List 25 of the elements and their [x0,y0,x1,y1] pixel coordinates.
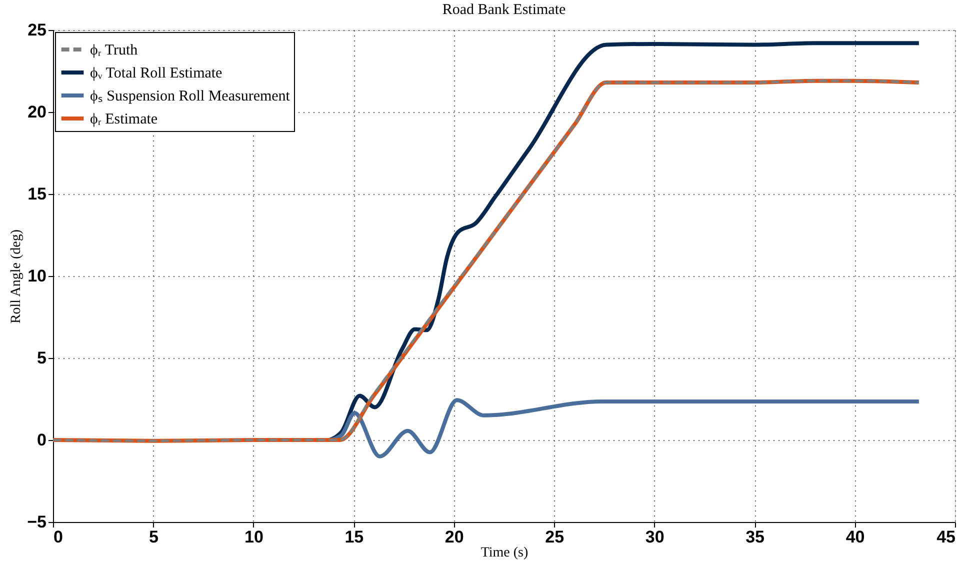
x-tick-label: 5 [148,528,158,546]
y-tick-label: 15 [28,184,46,204]
x-tick-label: 15 [344,528,364,546]
y-axis-title: Roll Angle (deg) [9,229,24,324]
x-tick-label: 0 [54,528,63,546]
legend-label: ϕₛ Suspension Roll Measurement [90,88,291,104]
y-tick-label: 5 [37,348,46,368]
y-tick-label: 0 [37,430,46,450]
x-tick-label: 35 [746,528,765,546]
x-axis-title: Time (s) [480,546,528,560]
legend-label: ϕᵣ Estimate [90,112,158,128]
legend-label: ϕᵣ Truth [90,42,138,58]
y-tick-label: 10 [28,266,46,286]
chart-title: Road Bank Estimate [442,2,566,18]
x-tick-label: 45 [936,528,956,546]
x-tick-label: 10 [244,528,264,546]
y-tick-label: 20 [28,102,46,122]
line-series [328,398,921,458]
y-tick-label: −5 [27,512,46,532]
x-tick-label: 20 [444,528,464,546]
x-tick-label: 25 [545,528,564,546]
x-tick-label: 30 [645,528,664,546]
x-tick-label: 40 [846,528,865,546]
legend-label: ϕᵥ Total Roll Estimate [90,66,223,82]
y-tick-label: 25 [28,20,46,40]
